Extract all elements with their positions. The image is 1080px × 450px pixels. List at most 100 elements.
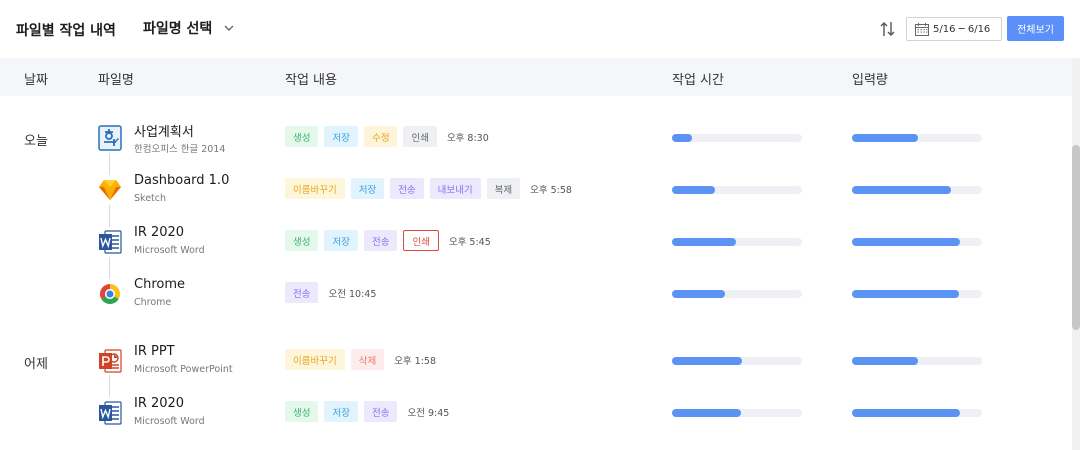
sort-button[interactable]: [879, 19, 897, 39]
ms-word-icon: [98, 400, 122, 426]
input-amount-bar: [852, 409, 982, 417]
input-amount-bar: [852, 357, 982, 365]
file-name: 사업계획서: [134, 125, 194, 140]
action-tag-rename[interactable]: 이름바꾸기: [285, 349, 345, 370]
app-name: Microsoft Word: [134, 416, 205, 427]
app-name: 한컴오피스 한글 2014: [134, 144, 226, 155]
action-tags: 생성 저장 전송 인쇄 오후 5:45: [285, 230, 491, 251]
action-tag-create[interactable]: 생성: [285, 230, 319, 251]
timeline-connector: [109, 257, 110, 279]
page-title: 파일별 작업 내역: [16, 23, 116, 39]
view-all-button[interactable]: 전체보기: [1007, 16, 1064, 41]
work-time-bar: [672, 134, 802, 142]
work-time-bar-fill: [672, 290, 725, 298]
file-name-select[interactable]: 파일명 선택: [143, 18, 234, 38]
input-amount-bar-fill: [852, 238, 960, 246]
input-amount-bar: [852, 134, 982, 142]
date-group-yesterday: 어제: [24, 357, 48, 372]
action-time: 오후 5:45: [448, 236, 491, 248]
action-tags: 이름바꾸기 삭제 오후 1:58: [285, 349, 436, 370]
toolbar: 파일별 작업 내역 파일명 선택 5/16 ─ 6/16 전체보기: [0, 0, 1080, 58]
action-tag-rename[interactable]: 이름바꾸기: [285, 178, 345, 199]
file-name: Chrome: [134, 277, 185, 292]
action-tag-send[interactable]: 전송: [363, 401, 398, 422]
file-name: Dashboard 1.0: [134, 173, 230, 188]
action-tag-save[interactable]: 저장: [350, 178, 385, 199]
work-time-bar-fill: [672, 134, 692, 142]
ms-powerpoint-icon: [98, 348, 122, 374]
action-tag-print[interactable]: 인쇄: [403, 126, 437, 147]
action-time: 오전 9:45: [407, 407, 450, 419]
action-tag-print-outline[interactable]: 인쇄: [403, 230, 439, 251]
action-tag-copy[interactable]: 복제: [486, 178, 521, 199]
action-tag-modify[interactable]: 수정: [363, 126, 398, 147]
table-row[interactable]: Chrome Chrome 전송 오전 10:45: [0, 272, 1072, 324]
column-header-input-amount: 입력량: [852, 73, 888, 88]
table-row[interactable]: IR 2020 Microsoft Word 생성 저장 전송 오전 9:45: [0, 391, 1072, 443]
action-tags: 생성 저장 수정 인쇄 오후 8:30: [285, 126, 489, 147]
app-name: Sketch: [134, 193, 167, 204]
sketch-icon: [98, 177, 122, 203]
file-name: IR PPT: [134, 344, 175, 359]
input-amount-bar-fill: [852, 134, 918, 142]
work-time-bar-fill: [672, 357, 742, 365]
work-time-bar-fill: [672, 409, 741, 417]
action-tag-create[interactable]: 생성: [285, 401, 319, 422]
input-amount-bar-fill: [852, 290, 959, 298]
scrollbar-thumb[interactable]: [1072, 145, 1080, 330]
timeline-connector: [109, 153, 110, 175]
ms-word-icon: [98, 229, 122, 255]
action-tags: 전송 오전 10:45: [285, 282, 376, 303]
chevron-down-icon: [224, 25, 234, 31]
file-name: IR 2020: [134, 225, 185, 240]
action-tag-send[interactable]: 전송: [390, 178, 424, 199]
column-header-actions: 작업 내용: [285, 73, 337, 88]
input-amount-bar: [852, 238, 982, 246]
timeline-connector: [109, 205, 110, 227]
sort-arrows-icon: [880, 22, 895, 36]
column-header-date: 날짜: [24, 73, 48, 88]
timeline-connector: [109, 375, 110, 397]
chrome-icon: [98, 281, 122, 307]
action-tag-create[interactable]: 생성: [285, 126, 319, 147]
work-time-bar-fill: [672, 186, 715, 194]
action-time: 오전 10:45: [328, 288, 377, 300]
work-time-bar-fill: [672, 238, 736, 246]
action-tag-save[interactable]: 저장: [324, 230, 358, 251]
action-tags: 이름바꾸기 저장 전송 내보내기 복제 오후 5:58: [285, 178, 572, 199]
table-header: 날짜 파일명 작업 내용 작업 시간 입력량: [0, 58, 1072, 96]
input-amount-bar: [852, 290, 982, 298]
input-amount-bar: [852, 186, 982, 194]
table-row[interactable]: IR PPT Microsoft PowerPoint 이름바꾸기 삭제 오후 1:58: [0, 339, 1072, 391]
action-tag-export[interactable]: 내보내기: [429, 178, 481, 199]
column-header-work-time: 작업 시간: [672, 73, 724, 88]
action-tag-send[interactable]: 전송: [285, 282, 319, 303]
app-name: Microsoft Word: [134, 245, 205, 256]
work-time-bar: [672, 409, 802, 417]
app-name: Microsoft PowerPoint: [134, 364, 233, 375]
input-amount-bar-fill: [852, 186, 951, 194]
action-tag-save[interactable]: 저장: [324, 126, 358, 147]
date-range-text: 5/16 ─ 6/16: [933, 23, 991, 35]
app-name: Chrome: [134, 297, 172, 308]
action-tag-delete[interactable]: 삭제: [350, 349, 385, 370]
action-time: 오후 5:58: [530, 184, 572, 196]
table-row[interactable]: Dashboard 1.0 Sketch 이름바꾸기 저장 전송 내보내기 복제 오후 5:5…: [0, 168, 1072, 220]
file-select-label: 파일명 선택: [143, 21, 213, 37]
column-header-filename: 파일명: [98, 73, 134, 88]
date-range-picker[interactable]: 5/16 ─ 6/16: [906, 17, 1002, 41]
action-tag-send[interactable]: 전송: [363, 230, 398, 251]
file-name: IR 2020: [134, 396, 185, 411]
date-group-today: 오늘: [24, 134, 48, 149]
work-time-bar: [672, 238, 802, 246]
table-row[interactable]: IR 2020 Microsoft Word 생성 저장 전송 인쇄 오후 5:45: [0, 220, 1072, 272]
calendar-icon: [915, 22, 929, 36]
action-time: 오후 8:30: [446, 132, 489, 144]
work-time-bar: [672, 357, 802, 365]
action-tag-save[interactable]: 저장: [324, 401, 358, 422]
action-tags: 생성 저장 전송 오전 9:45: [285, 401, 449, 422]
input-amount-bar-fill: [852, 409, 960, 417]
input-amount-bar-fill: [852, 357, 918, 365]
action-time: 오후 1:58: [394, 355, 437, 367]
